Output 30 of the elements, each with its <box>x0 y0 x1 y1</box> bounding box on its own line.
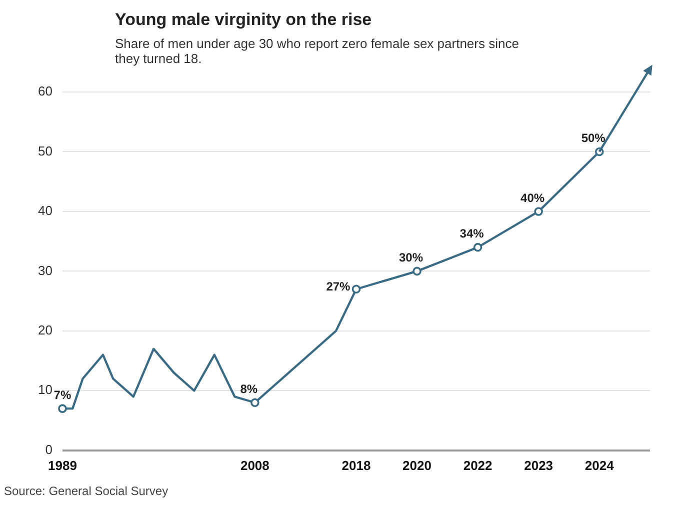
point <box>352 284 361 294</box>
y-tick-label: 60 <box>38 84 52 99</box>
data-label: 50% <box>581 131 606 146</box>
chart-title: Young male virginity on the rise <box>115 10 372 30</box>
x-tick-label: 2022 <box>463 458 492 473</box>
data-label: 30% <box>398 250 424 265</box>
y-tick-label: 20 <box>38 322 52 338</box>
y-tick-label: 10 <box>38 382 52 398</box>
chart-subtitle: Share of men under age 30 who report zero female sex partners since they turned 18. <box>115 36 520 66</box>
x-tick-label: 2024 <box>584 458 615 473</box>
data-label: 34% <box>460 226 484 241</box>
x-tick-label: 2018 <box>342 458 371 473</box>
point <box>250 398 260 408</box>
point <box>534 207 543 216</box>
data-label: 8% <box>240 382 258 396</box>
y-tick-label: 40 <box>38 203 52 218</box>
x-tick-label: 1989 <box>48 458 77 473</box>
x-tick-label: 2008 <box>240 458 270 473</box>
x-tick-label: 2020 <box>402 458 432 473</box>
data-label: 27% <box>326 279 351 294</box>
point <box>58 404 67 413</box>
point <box>412 266 422 276</box>
y-tick-label: 0 <box>45 442 52 457</box>
point <box>473 242 482 252</box>
source-note: Source: General Social Survey <box>4 484 168 498</box>
data-label: 7% <box>54 388 72 402</box>
y-tick-label: 50 <box>38 143 52 158</box>
y-tick-label: 30 <box>38 262 52 278</box>
data-label: 40% <box>520 190 545 205</box>
x-tick-label: 2023 <box>524 458 554 473</box>
